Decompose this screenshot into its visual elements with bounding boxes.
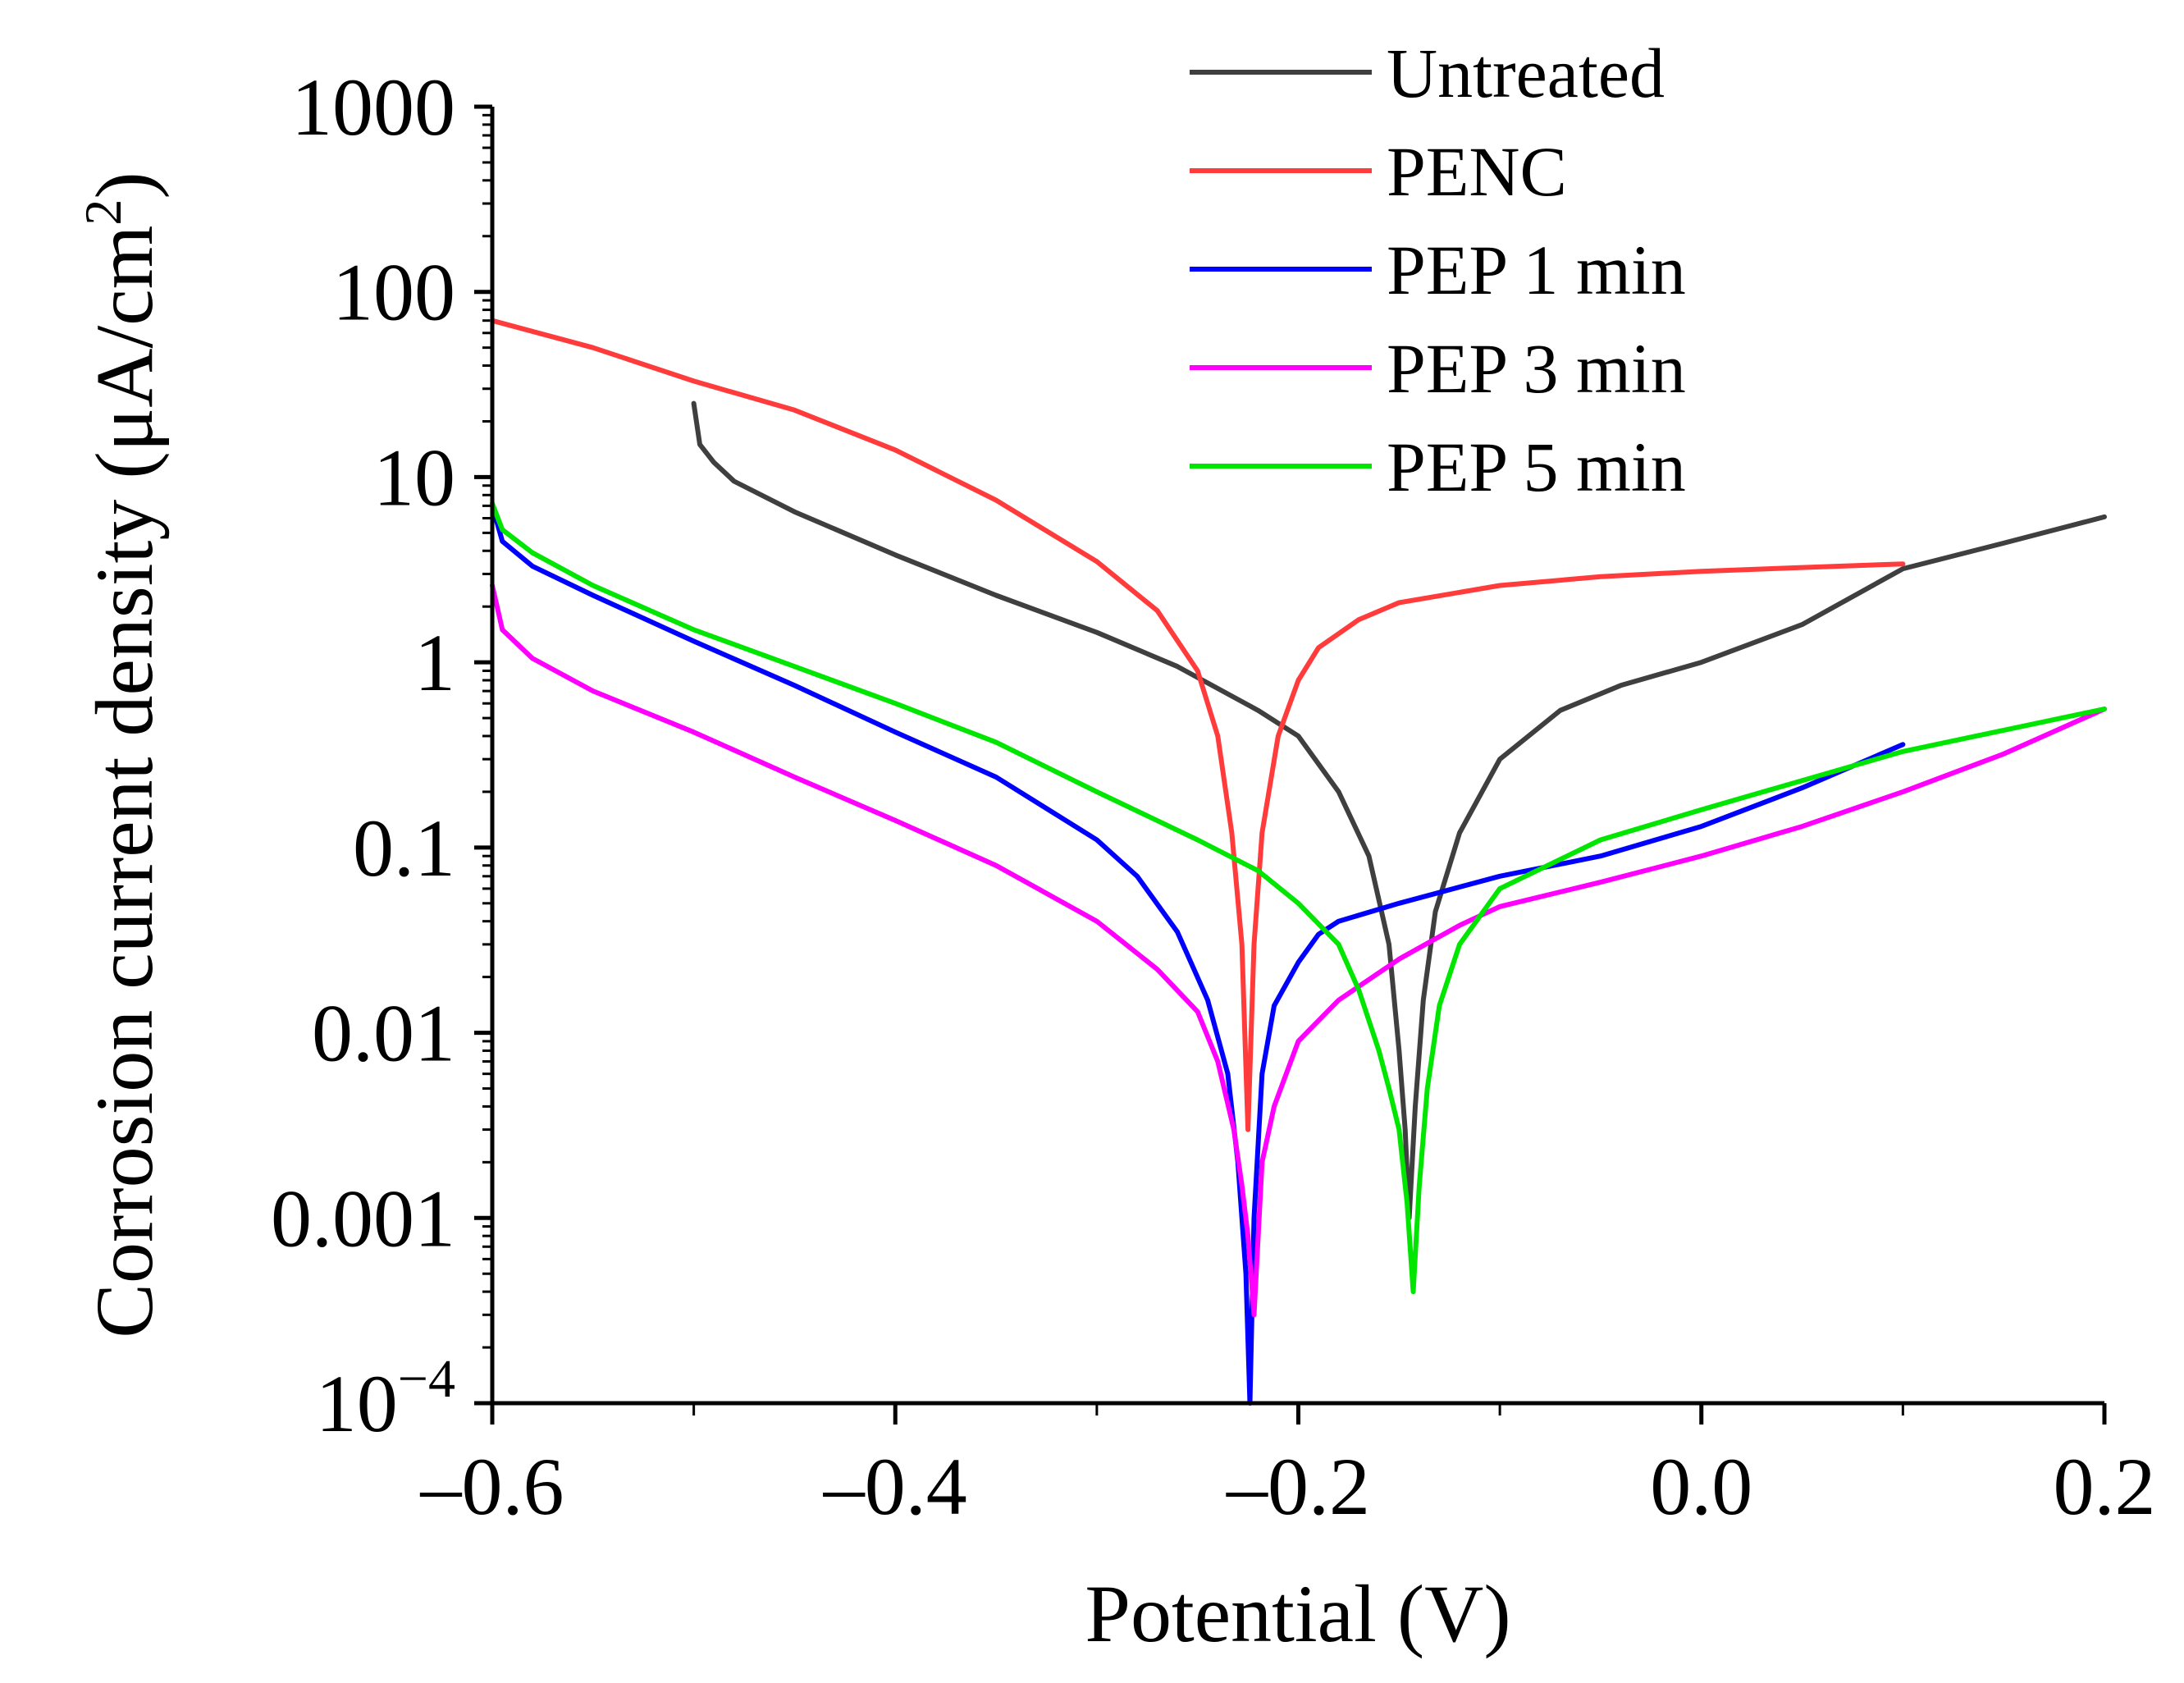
series-line-penc [490, 318, 1906, 1132]
legend-label-untreated: Untreated [1387, 34, 1665, 112]
series-line-pep-1-min [490, 503, 1906, 1406]
y-tick-label: 0.001 [271, 1173, 455, 1264]
y-tick-label: 1 [414, 617, 455, 708]
legend-label-pep-5-min: PEP 5 min [1387, 428, 1686, 506]
y-axis-title: Corrosion current density (μA/cm2) [74, 172, 170, 1338]
x-tick-label: 0.0 [1650, 1441, 1752, 1532]
legend-label-penc: PENC [1387, 132, 1567, 211]
y-tick-label: 10 [373, 432, 455, 523]
x-tick-label: –0.4 [823, 1441, 967, 1532]
y-tick-label: 0.01 [312, 988, 455, 1079]
y-tick-label: 0.1 [353, 803, 455, 894]
axes [490, 107, 2104, 1406]
series-line-pep-3-min [490, 583, 2107, 1318]
x-tick-label: –0.2 [1226, 1441, 1370, 1532]
y-tick-label: 100 [332, 247, 455, 338]
x-tick-label: –0.6 [420, 1441, 564, 1532]
x-tick-label: 0.2 [2054, 1441, 2156, 1532]
tick-labels: –0.6 –0.4 –0.2 0.0 0.2 1000 100 10 1 0.1 0.01 0.001… [271, 62, 2156, 1532]
y-tick-label: 10−4 [316, 1349, 455, 1449]
data-series [490, 318, 2107, 1406]
legend: Untreated PENC PEP 1 min PEP 3 min PEP 5 min [1190, 34, 1686, 506]
y-tick-label: 1000 [291, 62, 455, 153]
legend-label-pep-3-min: PEP 3 min [1387, 329, 1686, 408]
x-axis-title: Potential (V) [1085, 1568, 1510, 1659]
series-line-untreated [691, 400, 2107, 1221]
legend-label-pep-1-min: PEP 1 min [1387, 231, 1686, 309]
series-line-pep-5-min [490, 501, 2107, 1295]
